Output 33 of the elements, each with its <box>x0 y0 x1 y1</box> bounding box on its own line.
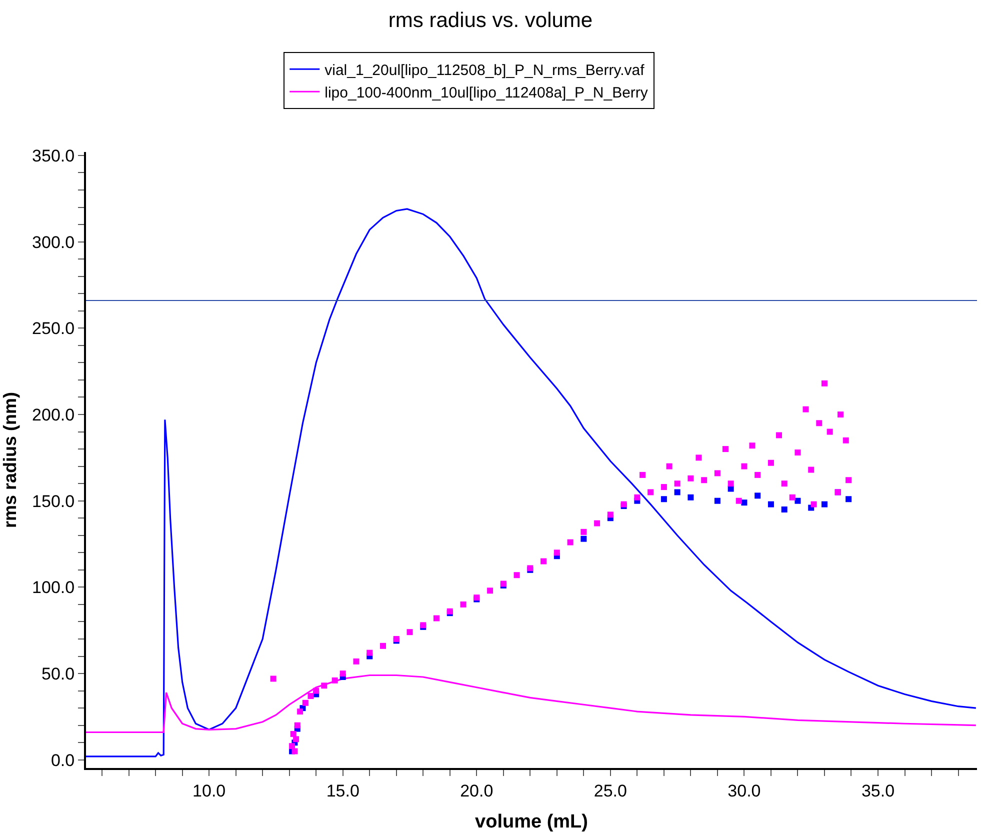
point <box>674 489 680 496</box>
point <box>754 492 761 499</box>
y-tick-label: 100.0 <box>32 578 75 598</box>
x-tick-label: 30.0 <box>728 781 761 800</box>
point <box>794 498 801 504</box>
point <box>821 501 828 508</box>
y-tick-label: 150.0 <box>32 492 75 511</box>
legend-label: lipo_100-400nm_10ul[lipo_112408a]_P_N_Berry <box>324 84 648 102</box>
point <box>660 496 667 502</box>
x-tick-label: 10.0 <box>192 781 226 800</box>
chart-title: rms radius vs. volume <box>388 9 593 32</box>
point <box>768 501 774 508</box>
point <box>714 498 720 504</box>
point <box>846 496 852 502</box>
y-tick-label: 250.0 <box>32 319 75 338</box>
line-series <box>86 208 977 758</box>
x-tick-label: 35.0 <box>861 781 895 800</box>
y-tick-label: 0.0 <box>50 750 75 770</box>
x-axis-title: volume (mL) <box>475 812 588 833</box>
y-tick-label: 50.0 <box>42 664 75 684</box>
point <box>580 536 587 542</box>
x-tick-label: 25.0 <box>594 781 627 800</box>
y-tick-label: 300.0 <box>32 232 75 252</box>
point <box>728 486 734 492</box>
point <box>781 506 788 512</box>
y-axis-title: rms radius (nm) <box>0 392 20 528</box>
y-tick-label: 350.0 <box>32 146 75 166</box>
legend-label: vial_1_20ul[lipo_112508_b]_P_N_rms_Berry.vaf <box>324 62 646 79</box>
x-tick-label: 20.0 <box>460 781 494 800</box>
x-tick-label: 15.0 <box>326 781 360 800</box>
line-series <box>86 674 977 734</box>
y-tick-label: 200.0 <box>32 405 75 424</box>
point <box>688 494 694 500</box>
